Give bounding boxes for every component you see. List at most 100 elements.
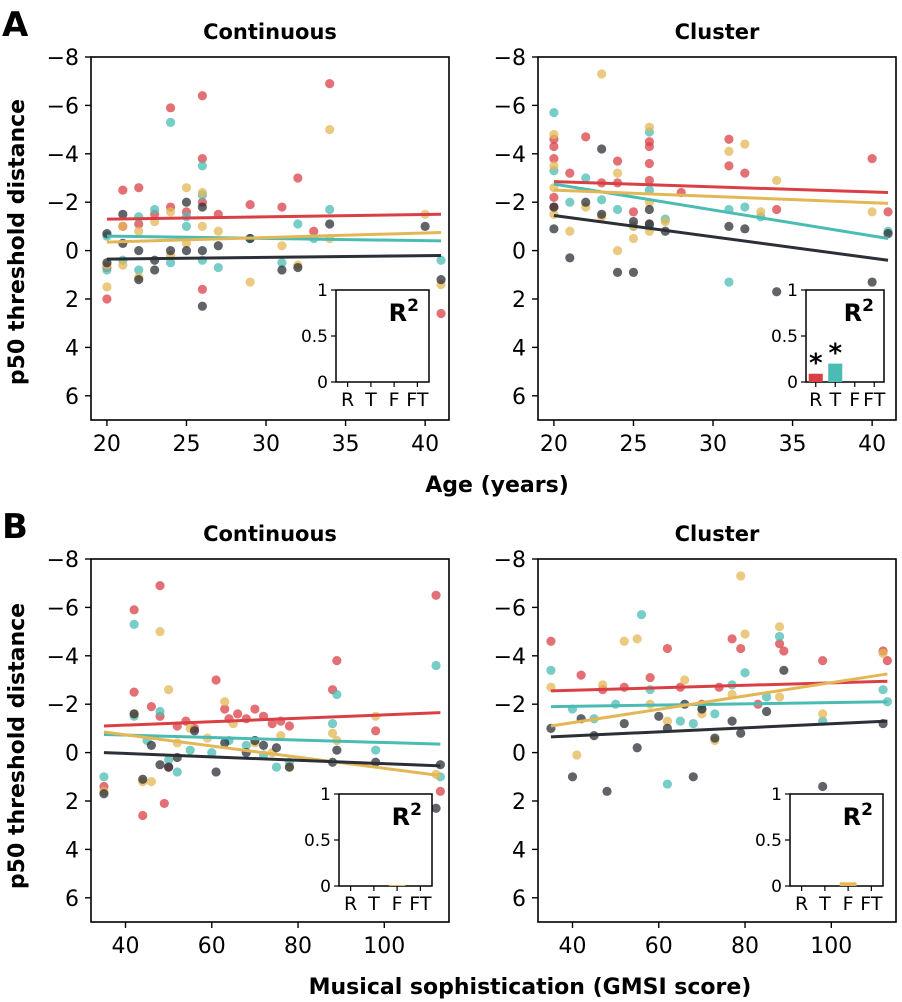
data-point-r — [882, 656, 892, 666]
panel-letter-a: A — [2, 5, 29, 45]
data-point-f — [740, 139, 750, 149]
data-point-r — [774, 639, 785, 649]
data-point-t — [271, 762, 282, 772]
inset-x-tick-label: R — [344, 893, 357, 915]
data-point-r — [546, 636, 556, 646]
y-axis-label-a: p50 threshold distance — [5, 99, 30, 385]
data-point-f — [660, 216, 670, 227]
axes-frame — [537, 558, 897, 923]
data-point-ft — [644, 204, 654, 215]
data-point-f — [867, 207, 877, 217]
data-point-ft — [155, 760, 165, 770]
data-point-ft — [134, 275, 144, 285]
data-point-ft — [181, 246, 192, 256]
data-point-ft — [138, 774, 148, 784]
data-point-r — [325, 79, 335, 89]
fit-line-t — [550, 700, 888, 709]
data-point-ft — [740, 224, 750, 234]
data-point-ft — [581, 197, 591, 207]
y-tick-label: −2 — [47, 693, 79, 718]
data-point-t — [612, 204, 623, 215]
data-point-f — [197, 187, 207, 198]
inset-x-tick-label: T — [367, 893, 380, 915]
data-point-f — [632, 634, 642, 644]
data-point-ft — [697, 704, 707, 714]
y-tick-label: 0 — [65, 742, 79, 767]
data-point-t — [740, 668, 750, 678]
data-point-ft — [762, 706, 772, 717]
y-tick-label: −2 — [494, 693, 526, 718]
subplot-b-continuous: Continuous −8 −6 −4 −2 0 2 4 6 40 60 80 100 0 0.5 1 R T F F… — [47, 522, 450, 959]
data-point-ft — [197, 202, 207, 212]
data-point-f — [102, 282, 112, 292]
data-point-f — [598, 680, 608, 690]
data-point-f — [276, 731, 286, 741]
data-point-f — [549, 129, 559, 140]
significance-star: * — [809, 349, 823, 379]
data-point-t — [197, 161, 207, 171]
data-point-t — [293, 219, 303, 229]
data-point-t — [724, 277, 734, 287]
y-tick-label: −6 — [47, 596, 79, 621]
data-point-f — [118, 221, 128, 231]
data-point-t — [207, 748, 217, 758]
data-point-r — [724, 161, 734, 171]
fit-line-f — [106, 230, 442, 244]
data-point-f — [277, 241, 287, 251]
data-point-f — [197, 221, 207, 231]
data-point-ft — [436, 275, 446, 285]
x-tick-label: 35 — [332, 432, 360, 457]
data-point-r — [565, 168, 575, 178]
inset-x-tick-label: F — [849, 389, 860, 411]
fit-line-f — [550, 672, 888, 728]
data-point-f — [165, 207, 176, 217]
inset-y-tick-label: 0.5 — [301, 327, 328, 347]
data-point-ft — [772, 287, 782, 297]
data-point-r — [284, 721, 295, 731]
data-point-r — [581, 132, 591, 142]
data-point-t — [436, 255, 446, 265]
data-point-ft — [271, 743, 282, 753]
fit-line-f — [103, 730, 441, 778]
data-point-t — [371, 745, 381, 755]
inset-y-tick-label: 1 — [320, 785, 331, 805]
data-point-r — [155, 581, 165, 591]
data-point-r — [293, 173, 303, 183]
data-point-f — [756, 207, 766, 217]
data-point-ft — [431, 803, 441, 813]
data-point-r — [129, 605, 139, 615]
x-axis-label-b: Musical sophistication (GMSI score) — [309, 975, 752, 1000]
inset-y-tick-label: 1 — [787, 281, 798, 301]
data-point-ft — [211, 767, 221, 777]
data-point-r — [436, 308, 446, 319]
data-point-f — [327, 728, 338, 738]
y-tick-label: 0 — [512, 742, 526, 767]
x-tick-label: 20 — [93, 432, 121, 457]
x-tick-label: 35 — [779, 432, 807, 457]
data-point-r — [772, 204, 782, 215]
x-tick-label: 25 — [619, 432, 647, 457]
data-point-ft — [567, 772, 578, 782]
inset-title-superscript: 2 — [410, 800, 422, 820]
x-tick-label: 40 — [112, 934, 140, 959]
y-tick-label: −4 — [494, 645, 526, 670]
data-point-ft — [118, 209, 128, 219]
data-point-t — [155, 706, 165, 717]
inset-y-tick-label: 0.5 — [304, 831, 331, 851]
x-tick-label: 100 — [363, 934, 405, 959]
inset-title-superscript: 2 — [861, 800, 873, 820]
data-point-f — [878, 648, 888, 658]
data-point-f — [818, 709, 828, 719]
y-tick-label: −2 — [47, 191, 79, 216]
data-point-r — [138, 810, 148, 821]
data-point-r — [644, 158, 654, 169]
x-tick-label: 30 — [252, 432, 280, 457]
data-point-ft — [644, 219, 654, 229]
inset-y-tick-label: 0.5 — [755, 831, 782, 851]
data-point-ft — [213, 241, 223, 251]
y-tick-label: 2 — [512, 288, 526, 313]
data-point-ft — [258, 740, 269, 750]
data-point-t — [150, 204, 160, 215]
data-point-ft — [724, 221, 734, 231]
